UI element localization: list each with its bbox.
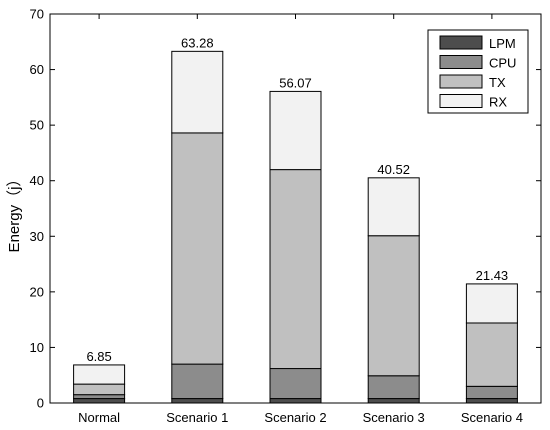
- bar-segment-cpu: [367, 375, 420, 400]
- x-axis-ticks: Normal Scenario 1 Scenario 2 Scenario 3 Scen…: [78, 14, 523, 425]
- y-tick-label: 10: [30, 340, 44, 355]
- x-category-label: Scenario 3: [363, 410, 425, 425]
- x-category-label: Scenario 4: [461, 410, 523, 425]
- legend-label: LPM: [489, 36, 516, 51]
- y-axis-label: Energy（j）: [6, 172, 23, 253]
- bar-total-label: 21.43: [476, 268, 509, 283]
- bars: [73, 50, 518, 404]
- y-tick-label: 40: [30, 173, 44, 188]
- y-tick-label: 70: [30, 7, 44, 22]
- bar-segment-rx: [269, 90, 322, 171]
- plot-frame: [49, 13, 542, 404]
- legend-label: RX: [489, 95, 507, 110]
- bar-segment-rx: [73, 364, 126, 385]
- y-axis-ticks: 0 10 20 30 40 50 60 70: [30, 7, 541, 411]
- bar-segment-rx: [465, 283, 518, 324]
- bar-total-label: 56.07: [279, 75, 312, 90]
- bar-total-label: 63.28: [181, 35, 214, 50]
- y-tick-label: 60: [30, 62, 44, 77]
- bar-segment-rx: [367, 177, 420, 237]
- legend-label: CPU: [489, 56, 516, 71]
- y-tick-label: 0: [37, 396, 44, 411]
- x-category-label: Scenario 1: [166, 410, 228, 425]
- x-category-label: Scenario 2: [264, 410, 326, 425]
- bar-segment-tx: [269, 169, 322, 370]
- bar-segment-tx: [367, 235, 420, 377]
- y-tick-label: 30: [30, 229, 44, 244]
- legend: LPM CPU TX RX: [427, 29, 529, 114]
- y-tick-label: 50: [30, 118, 44, 133]
- bar-segment-lpm: [73, 398, 126, 404]
- y-axis-label-group: Energy（j）: [6, 172, 23, 253]
- bar-segment-cpu: [269, 368, 322, 400]
- bar-segment-lpm: [269, 398, 322, 404]
- bar-segment-lpm: [465, 398, 518, 404]
- legend-swatch-rx: [439, 94, 483, 108]
- bar-total-labels: 6.85 63.28 56.07 40.52 21.43: [86, 35, 508, 364]
- bar-total-label: 40.52: [377, 162, 410, 177]
- bar-segment-lpm: [171, 398, 224, 404]
- bar-segment-cpu: [73, 394, 126, 400]
- legend-swatch-tx: [439, 74, 483, 89]
- bar-segment-rx: [171, 50, 224, 134]
- bar-total-label: 6.85: [86, 349, 111, 364]
- bar-segment-cpu: [171, 363, 224, 400]
- x-category-label: Normal: [78, 410, 120, 425]
- bar-segment-tx: [171, 132, 224, 365]
- legend-swatch-cpu: [439, 55, 483, 69]
- bar-segment-lpm: [367, 398, 420, 404]
- bar-segment-tx: [73, 383, 126, 396]
- bar-segment-cpu: [465, 385, 518, 400]
- y-tick-label: 20: [30, 284, 44, 299]
- bar-segment-tx: [465, 322, 518, 387]
- legend-swatch-lpm: [439, 35, 483, 50]
- legend-label: TX: [489, 75, 506, 90]
